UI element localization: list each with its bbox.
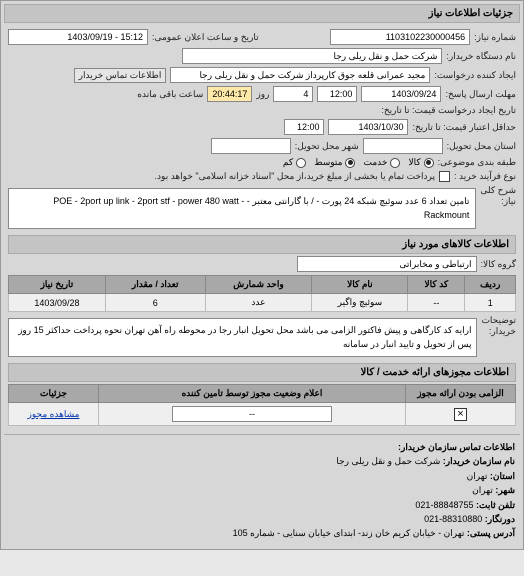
cell-name: سوئیچ واگیر (312, 294, 408, 312)
radio-kala[interactable]: کالا (408, 157, 433, 168)
remain-time-field: 20:44:17 (207, 86, 252, 102)
buyer-device-label: نام دستگاه خریدار: (446, 51, 516, 62)
request-no-label: شماره نیاز: (474, 32, 516, 43)
layer-radio-group: کالا خدمت متوسط کم (283, 157, 434, 168)
payment-full-label: پرداخت تمام یا بخشی از مبلغ خرید،از محل … (155, 171, 435, 182)
radio-priority-low[interactable]: کم (283, 157, 306, 168)
lic-col-details: جزئیات (9, 385, 99, 403)
form-area: شماره نیاز: 1103102230000456 تاریخ و ساع… (4, 25, 520, 430)
buyer-contact-label[interactable]: اطلاعات تماس خریدار (74, 68, 167, 83)
reply-date-field: 1403/09/24 (361, 86, 441, 102)
lic-required-cell: × (406, 403, 516, 426)
lic-col-required: الزامی بودن ارائه مجوز (406, 385, 516, 403)
delivery-city-label: شهر محل تحویل: (295, 141, 359, 152)
col-idx: ردیف (465, 276, 516, 294)
main-container: جزئیات اطلاعات نیاز شماره نیاز: 11031022… (0, 0, 524, 550)
licenses-header: اطلاعات مجوزهای ارائه خدمت / کالا (8, 363, 516, 382)
desc-box: تامین تعداد 6 عدد سوئیچ شبکه 24 پورت - /… (8, 188, 476, 229)
footer-org-label: نام سازمان خریدار: (443, 456, 515, 466)
radio-service-circle (390, 158, 400, 168)
create-to-date-label: تاریخ ایجاد درخواست قیمت: تا تاریخ: (381, 105, 516, 116)
notes-label: توضیحات خریدار: (481, 315, 516, 337)
create-request-label: ایجاد کننده درخواست: (434, 70, 516, 81)
footer-city: تهران (472, 485, 493, 495)
lic-header-row: الزامی بودن ارائه مجوز اعلام وضعیت مجوز … (9, 385, 516, 403)
items-header-row: ردیف کد کالا نام کالا واحد شمارش تعداد /… (9, 276, 516, 294)
radio-kala-label: کالا (408, 157, 420, 168)
footer-phone: 88848755-021 (415, 500, 473, 510)
table-row: 1 -- سوئیچ واگیر عدد 6 1403/09/28 (9, 294, 516, 312)
footer: اطلاعات تماس سازمان خریدار: نام سازمان خ… (4, 434, 520, 546)
radio-service-label: خدمت (363, 157, 387, 168)
reply-time-field: 12:00 (317, 86, 357, 102)
desc-label: شرح کلی نیاز: (480, 185, 516, 207)
section-header-info: جزئیات اطلاعات نیاز (4, 4, 520, 23)
days-num-field: 4 (273, 86, 313, 102)
cell-code: -- (408, 294, 465, 312)
items-table: ردیف کد کالا نام کالا واحد شمارش تعداد /… (8, 275, 516, 312)
delivery-state-field (363, 138, 443, 154)
lic-col-status: اعلام وضعیت مجوز توسط تامین کننده (99, 385, 406, 403)
items-header: اطلاعات کالاهای مورد نیاز (8, 235, 516, 254)
view-license-link[interactable]: مشاهده مجوز (28, 409, 80, 419)
footer-province: تهران (467, 471, 488, 481)
radio-low-circle (296, 158, 306, 168)
create-request-field: مجید عمرانی قلعه جوق کارپرداز شرکت حمل و… (170, 67, 430, 83)
remain-suffix-label: ساعت باقی مانده (137, 89, 203, 100)
footer-fax-label: دورنگار: (485, 514, 515, 524)
delivery-state-label: استان محل تحویل: (447, 141, 516, 152)
col-code: کد کالا (408, 276, 465, 294)
col-unit: واحد شمارش (205, 276, 312, 294)
payment-type-label: نوع فرآیند خرید : (454, 171, 516, 182)
radio-service[interactable]: خدمت (363, 157, 400, 168)
col-date: تاریخ نیاز (9, 276, 106, 294)
radio-med-label: متوسط (314, 157, 342, 168)
footer-city-label: شهر: (495, 485, 515, 495)
radio-low-label: کم (283, 157, 293, 168)
request-no-field: 1103102230000456 (330, 29, 470, 45)
col-name: نام کالا (312, 276, 408, 294)
footer-org: شرکت حمل و نقل ریلی رجا (336, 456, 440, 466)
footer-fax: 88310880-021 (424, 514, 482, 524)
footer-phone-label: تلفن ثابت: (476, 500, 515, 510)
lic-status-cell: -- (99, 403, 406, 426)
cell-idx: 1 (465, 294, 516, 312)
cell-date: 1403/09/28 (9, 294, 106, 312)
radio-priority-med[interactable]: متوسط (314, 157, 355, 168)
cell-unit: عدد (205, 294, 312, 312)
checkmark-icon: × (457, 409, 463, 420)
buyer-device-field: شرکت حمل و نقل ریلی رجا (182, 48, 442, 64)
col-qty: تعداد / مقدار (105, 276, 205, 294)
credit-deadline-label: حداقل اعتبار قیمت: تا تاریخ: (412, 122, 516, 133)
lic-details-cell: مشاهده مجوز (9, 403, 99, 426)
cell-qty: 6 (105, 294, 205, 312)
lic-row: × -- مشاهده مجوز (9, 403, 516, 426)
delivery-city-field (211, 138, 291, 154)
payment-checkbox[interactable] (439, 171, 450, 182)
footer-province-label: استان: (490, 471, 515, 481)
public-announce-field: 15:12 - 1403/09/19 (8, 29, 148, 45)
lic-required-checkbox[interactable]: × (454, 408, 467, 421)
footer-contact-header: اطلاعات تماس سازمان خریدار: (9, 440, 515, 454)
credit-date-field: 1403/10/30 (328, 119, 408, 135)
lic-status-field[interactable]: -- (172, 406, 332, 422)
notes-box: ارایه کد کارگاهی و پیش فاکتور الزامی می … (8, 318, 477, 357)
layer-type-label: طبقه بندی موضوعی: (438, 157, 516, 168)
group-label: گروه کالا: (481, 259, 516, 270)
licenses-table: الزامی بودن ارائه مجوز اعلام وضعیت مجوز … (8, 384, 516, 426)
days-word-label: روز (256, 89, 269, 100)
radio-kala-circle (424, 158, 434, 168)
footer-address-label: آدرس پستی: (467, 528, 515, 538)
credit-time-field: 12:00 (284, 119, 324, 135)
footer-address: تهران - خیابان کریم خان زند- ابتدای خیاب… (233, 528, 465, 538)
group-field: ارتباطی و مخابراتی (297, 256, 477, 272)
reply-deadline-label: مهلت ارسال پاسخ: (445, 89, 516, 100)
radio-med-circle (345, 158, 355, 168)
public-announce-label: تاریخ و ساعت اعلان عمومی: (152, 32, 259, 43)
